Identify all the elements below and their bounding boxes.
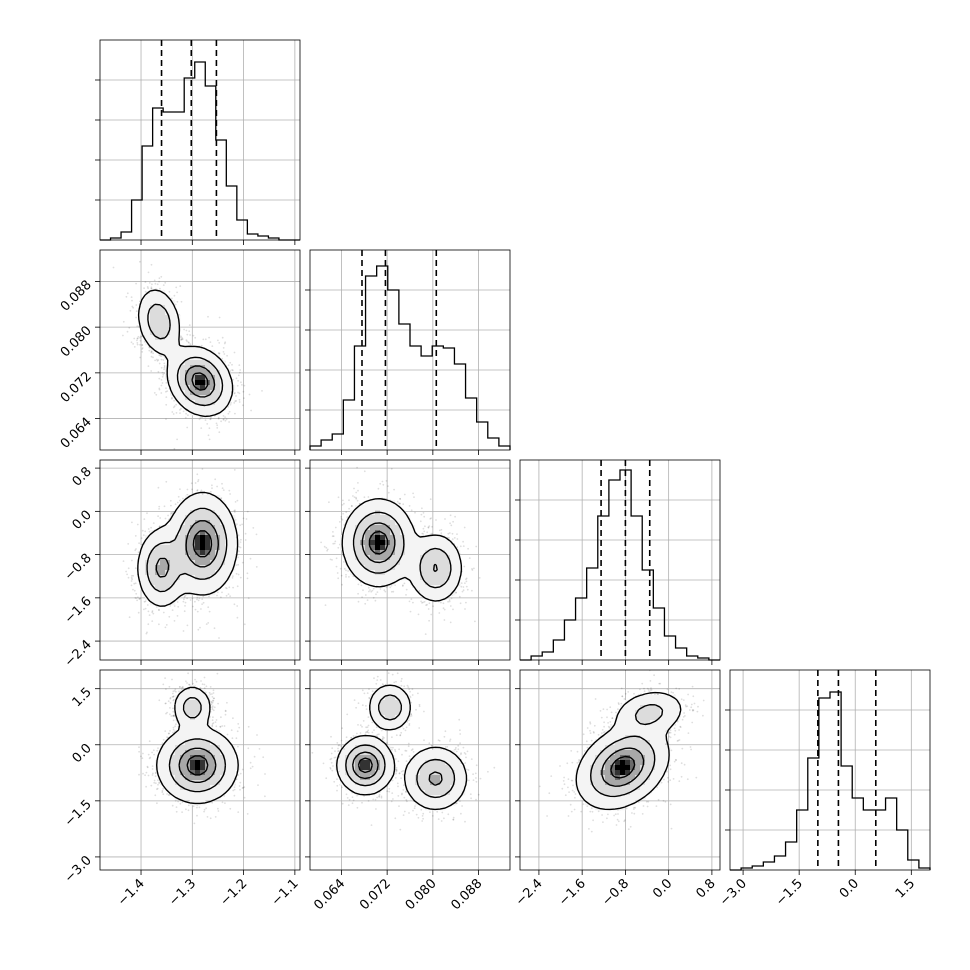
histogram-step [309, 265, 511, 450]
contour-line [368, 530, 389, 555]
x-tick-label: −1.2 [217, 876, 250, 909]
panel-frame [99, 39, 301, 241]
y-tick-label: 0.0 [70, 508, 95, 533]
contour-line [336, 684, 468, 811]
contour-line [610, 755, 636, 779]
x-tick-label: −0.8 [599, 876, 632, 909]
panel-frame [519, 669, 721, 871]
x-tick-label: 0.0 [650, 876, 675, 901]
histogram-step [100, 61, 300, 241]
contour-line [146, 507, 228, 593]
density-fill [140, 290, 236, 416]
x-tick-label: −1.1 [269, 876, 302, 909]
contour-line [137, 289, 234, 418]
panel-frame [519, 459, 721, 661]
contour-line [601, 747, 645, 787]
contour-line [361, 522, 438, 573]
contour-line [352, 511, 452, 589]
contour-line [590, 704, 664, 798]
hist-panel-2 [515, 459, 721, 661]
contour-line [357, 757, 373, 774]
contour-line [178, 747, 217, 783]
x-tick-label: 0.0 [837, 876, 862, 901]
hist-panel-3 [725, 669, 931, 871]
scatter-panel-3_0 [99, 669, 301, 871]
scatter-panel-2_0 [99, 459, 301, 661]
y-tick-label: 0.088 [58, 278, 95, 315]
x-tick-label: 0.088 [448, 876, 485, 913]
panel-frame [99, 459, 301, 661]
contour-line [186, 755, 209, 776]
contour-line [184, 365, 216, 398]
hist-panel-1 [305, 249, 511, 451]
panel-frame [99, 249, 301, 451]
x-tick-label: −1.5 [773, 876, 806, 909]
contour-line [147, 303, 224, 407]
contour-line [352, 751, 443, 786]
panel-frame [99, 669, 301, 871]
contour-line [345, 694, 456, 799]
contour-line [191, 372, 209, 391]
y-tick-label: −2.4 [62, 637, 95, 670]
hist-panel-0 [95, 39, 301, 241]
contour-line [575, 691, 682, 811]
y-tick-label: −3.0 [62, 853, 95, 886]
y-tick-label: −1.5 [62, 797, 95, 830]
y-tick-label: 0.080 [58, 323, 95, 360]
y-tick-label: 1.5 [70, 685, 95, 710]
x-tick-label: 0.072 [357, 876, 394, 913]
x-tick-label: −1.6 [556, 876, 589, 909]
histogram-step [520, 469, 720, 661]
panel-frame [309, 249, 511, 451]
contour-line [168, 697, 227, 793]
x-tick-label: −3.0 [717, 876, 750, 909]
y-tick-label: 0.8 [70, 464, 95, 489]
y-tick-label: −0.8 [62, 551, 95, 584]
panel-frame [309, 669, 511, 871]
y-tick-label: −1.6 [62, 594, 95, 627]
x-tick-label: −1.3 [166, 876, 199, 909]
scatter-panel-1_0 [99, 249, 301, 451]
x-tick-label: 0.8 [693, 876, 718, 901]
histogram-step [730, 691, 931, 871]
contour-line [155, 520, 219, 578]
contour-line [192, 530, 213, 558]
panel-frame [729, 669, 931, 871]
y-tick-label: 0.0 [70, 741, 95, 766]
scatter-panel-3_2 [519, 669, 721, 871]
x-tick-label: 1.5 [893, 876, 918, 901]
y-tick-label: 0.064 [58, 415, 95, 452]
x-tick-label: −2.4 [513, 876, 546, 909]
contour-line [341, 498, 463, 602]
panel-frame [309, 459, 511, 661]
contour-line [137, 491, 239, 607]
x-tick-label: 0.080 [403, 876, 440, 913]
contour-line [156, 686, 239, 805]
density-fill [340, 500, 461, 601]
scatter-panel-2_1 [309, 459, 511, 661]
y-tick-label: 0.072 [58, 369, 95, 406]
x-tick-label: 0.064 [311, 876, 348, 913]
x-tick-label: −1.4 [115, 876, 148, 909]
scatter-panel-3_1 [309, 669, 511, 871]
